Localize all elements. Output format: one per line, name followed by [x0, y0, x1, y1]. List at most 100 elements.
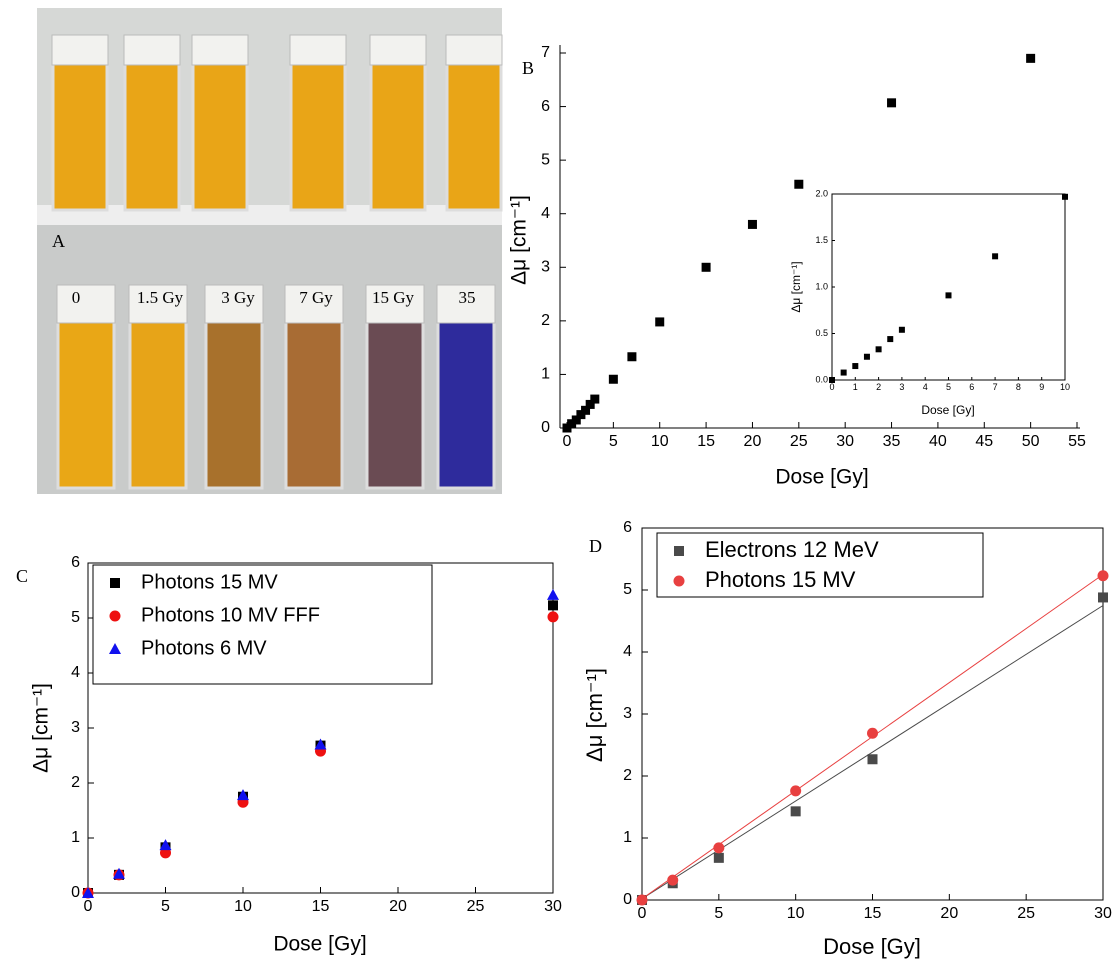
x-tick-label: 50 — [1022, 433, 1040, 450]
y-tick-label: 3 — [71, 719, 80, 736]
vial-label: 35 — [459, 288, 476, 307]
x-tick-label: 10 — [651, 433, 669, 450]
legend-marker — [674, 576, 685, 587]
x-axis-label: Dose [Gy] — [775, 466, 868, 489]
point — [876, 346, 882, 352]
point — [655, 317, 664, 326]
vial — [125, 60, 179, 210]
vial-cap — [290, 35, 346, 65]
x-tick-label: 10 — [1060, 382, 1070, 392]
x-tick-label: 0 — [563, 433, 572, 450]
point — [637, 895, 648, 906]
vial-cap — [57, 285, 115, 323]
y-tick-label: 4 — [623, 643, 632, 660]
point — [992, 253, 998, 259]
point — [791, 806, 801, 816]
y-tick-label: 1 — [541, 366, 550, 383]
panel-label: D — [589, 536, 602, 556]
x-tick-label: 25 — [790, 433, 808, 450]
x-tick-label: 15 — [697, 433, 715, 450]
x-tick-label: 0 — [829, 382, 834, 392]
x-tick-label: 6 — [969, 382, 974, 392]
vial-label: 7 Gy — [299, 288, 333, 307]
y-tick-label: 1.5 — [815, 235, 828, 245]
y-tick-label: 2 — [71, 774, 80, 791]
x-tick-label: 0 — [638, 905, 647, 922]
point — [794, 180, 803, 189]
point — [590, 395, 599, 404]
vial — [291, 60, 345, 210]
point — [714, 853, 724, 863]
point — [1062, 194, 1068, 200]
legend-label: Photons 6 MV — [141, 637, 267, 659]
x-tick-label: 30 — [1094, 905, 1112, 922]
legend-marker — [110, 611, 121, 622]
x-axis-label: Dose [Gy] — [823, 934, 921, 959]
x-tick-label: 1 — [853, 382, 858, 392]
point — [548, 600, 558, 610]
x-tick-label: 5 — [714, 905, 723, 922]
x-tick-label: 35 — [883, 433, 901, 450]
y-axis-label: Δμ [cm⁻¹] — [508, 195, 531, 285]
legend-label: Electrons 12 MeV — [705, 537, 879, 562]
point — [609, 375, 618, 384]
point — [713, 842, 724, 853]
point — [1098, 570, 1109, 581]
point — [841, 370, 847, 376]
y-tick-label: 0.5 — [815, 328, 828, 338]
x-tick-label: 40 — [929, 433, 947, 450]
panel-label: C — [16, 566, 28, 586]
y-axis-label: Δμ [cm⁻¹] — [582, 668, 607, 762]
legend-marker — [674, 546, 684, 556]
point — [627, 352, 636, 361]
x-tick-label: 0 — [84, 898, 93, 915]
vial-label: 1.5 Gy — [137, 288, 184, 307]
point — [1026, 54, 1035, 63]
x-tick-label: 10 — [787, 905, 805, 922]
x-tick-label: 10 — [234, 898, 252, 915]
x-tick-label: 5 — [609, 433, 618, 450]
y-tick-label: 4 — [71, 664, 80, 681]
y-axis-label: Δμ [cm⁻¹] — [30, 683, 53, 773]
y-tick-label: 5 — [541, 151, 550, 168]
x-tick-label: 9 — [1039, 382, 1044, 392]
y-axis-label: Δμ [cm⁻¹] — [789, 261, 803, 312]
x-tick-label: 5 — [946, 382, 951, 392]
point — [899, 327, 905, 333]
x-tick-label: 2 — [876, 382, 881, 392]
vial-cap — [124, 35, 180, 65]
y-tick-label: 4 — [541, 205, 550, 222]
point — [667, 875, 678, 886]
x-axis-label: Dose [Gy] — [273, 933, 366, 956]
point — [867, 728, 878, 739]
vial-cap — [52, 35, 108, 65]
vial-cap — [192, 35, 248, 65]
point — [790, 785, 801, 796]
x-axis-label: Dose [Gy] — [921, 403, 974, 417]
x-tick-label: 5 — [161, 898, 170, 915]
x-tick-label: 25 — [1017, 905, 1035, 922]
vial — [286, 320, 342, 488]
point — [864, 354, 870, 360]
y-tick-label: 6 — [541, 98, 550, 115]
legend-label: Photons 15 MV — [141, 571, 278, 593]
vial — [206, 320, 262, 488]
vial-label: 15 Gy — [372, 288, 415, 307]
y-tick-label: 1.0 — [815, 281, 828, 291]
x-tick-label: 25 — [467, 898, 485, 915]
point — [852, 363, 858, 369]
point — [829, 377, 835, 383]
vial — [447, 60, 501, 210]
y-tick-label: 0 — [71, 884, 80, 901]
x-tick-label: 20 — [744, 433, 762, 450]
panel-label: B — [522, 58, 534, 78]
vial — [367, 320, 423, 488]
point — [702, 263, 711, 272]
y-tick-label: 0 — [541, 419, 550, 436]
vial-cap — [370, 35, 426, 65]
legend-marker — [110, 578, 120, 588]
y-tick-label: 5 — [71, 609, 80, 626]
y-tick-label: 5 — [623, 581, 632, 598]
point — [887, 336, 893, 342]
vial — [53, 60, 107, 210]
